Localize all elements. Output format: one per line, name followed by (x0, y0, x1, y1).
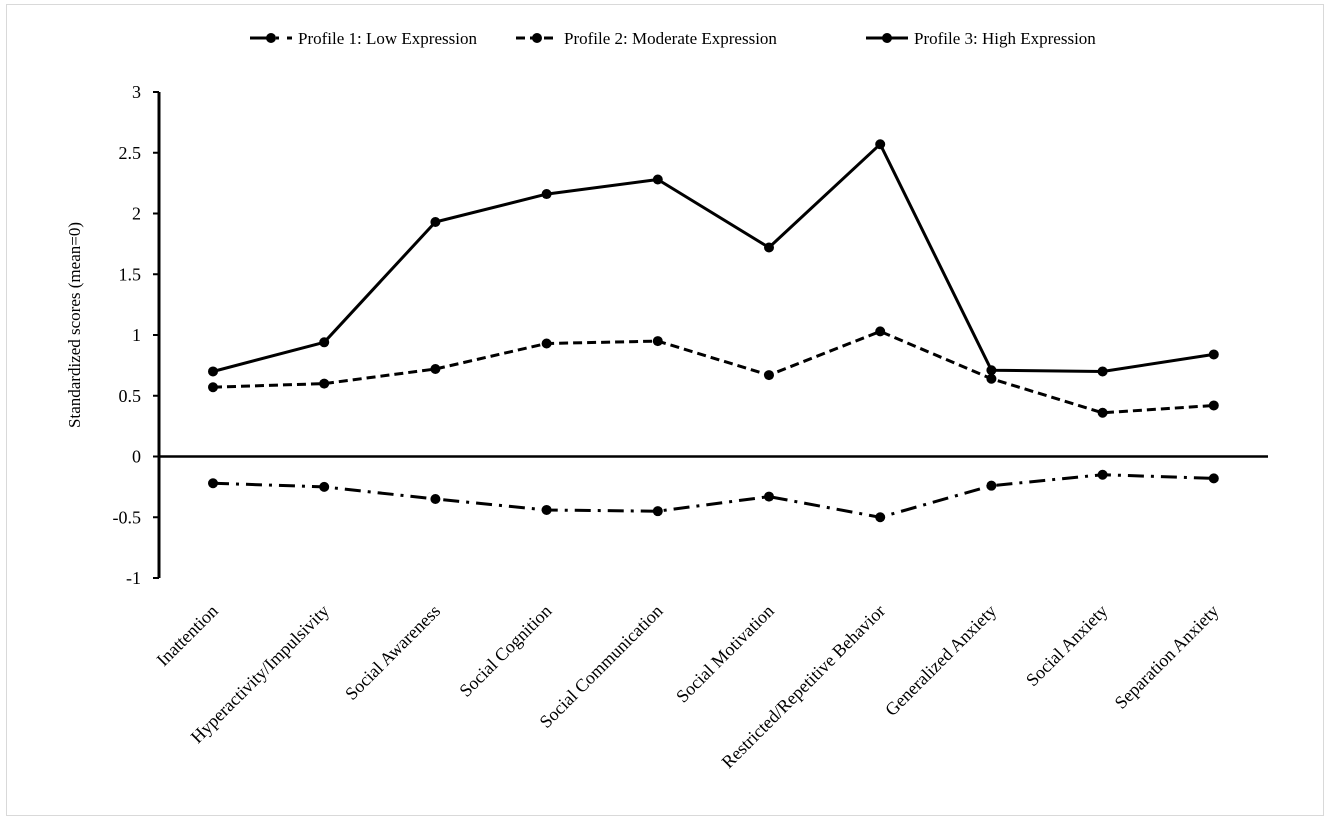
x-tick-label: Inattention (153, 601, 222, 670)
y-tick-label: 3 (132, 82, 141, 102)
x-tick-label: Social Anxiety (1022, 601, 1111, 690)
data-point (319, 337, 330, 348)
legend-label: Profile 1: Low Expression (298, 29, 477, 48)
data-point (986, 365, 997, 376)
series-profile-1-low-expression (208, 469, 1219, 523)
data-point (430, 217, 441, 228)
legend-item-profile-3-high-expression: Profile 3: High Expression (866, 29, 1096, 48)
data-point (430, 494, 441, 505)
data-point (986, 480, 997, 491)
legend-item-profile-2-moderate-expression: Profile 2: Moderate Expression (516, 29, 777, 48)
x-tick-label: Separation Anxiety (1111, 601, 1223, 713)
x-tick-label: Social Awareness (341, 601, 444, 704)
x-tick-label: Social Communication (535, 601, 666, 732)
data-point (430, 364, 441, 375)
y-tick-label: 2.5 (119, 143, 142, 163)
data-point (764, 242, 774, 253)
data-point (541, 338, 552, 349)
series-profile-3-high-expression (208, 139, 1219, 377)
y-axis-label: Standardized scores (mean=0) (65, 222, 84, 428)
data-point (764, 491, 774, 502)
series-layer (208, 139, 1219, 523)
data-point (1097, 366, 1108, 377)
data-point (1208, 349, 1219, 360)
data-point (875, 512, 886, 523)
y-tick-label: 2 (132, 204, 141, 224)
y-tick-label: -0.5 (113, 507, 142, 527)
x-tick-label: Social Cognition (455, 601, 555, 701)
data-point (1208, 400, 1219, 411)
x-tick-label: Social Motivation (672, 601, 778, 707)
data-point (541, 504, 552, 515)
y-tick-label: 0.5 (119, 386, 142, 406)
legend-marker (882, 33, 892, 43)
data-point (319, 378, 330, 389)
data-point (652, 506, 663, 517)
data-point (319, 481, 330, 492)
y-tick-label: -1 (126, 568, 141, 588)
legend-label: Profile 3: High Expression (914, 29, 1096, 48)
data-point (208, 478, 218, 489)
legend-marker (266, 33, 276, 43)
y-tick-label: 0 (132, 447, 141, 467)
y-tick-label: 1 (132, 325, 141, 345)
series-line (212, 142, 1215, 373)
data-point (875, 326, 886, 337)
legend: Profile 1: Low Expression Profile 2: Mode… (250, 29, 1096, 48)
data-point (986, 373, 997, 384)
legend-marker (532, 33, 542, 43)
data-point (1097, 469, 1108, 480)
data-point (875, 139, 886, 150)
data-point (764, 370, 774, 381)
data-point (652, 336, 663, 347)
y-axis: 3 2.5 2 1.5 1 0.5 0 -0.5 -1 (113, 82, 161, 588)
data-point (1208, 473, 1219, 484)
legend-item-profile-1-low-expression: Profile 1: Low Expression (250, 29, 477, 48)
x-tick-label: Generalized Anxiety (881, 601, 1000, 720)
data-point (208, 366, 218, 377)
legend-label: Profile 2: Moderate Expression (564, 29, 777, 48)
series-profile-2-moderate-expression (208, 326, 1219, 418)
series-line (212, 329, 1214, 415)
data-point (1097, 407, 1108, 418)
data-point (208, 382, 218, 393)
data-point (541, 189, 552, 200)
series-line (212, 473, 1214, 519)
y-tick-label: 1.5 (119, 264, 142, 284)
data-point (652, 174, 663, 185)
